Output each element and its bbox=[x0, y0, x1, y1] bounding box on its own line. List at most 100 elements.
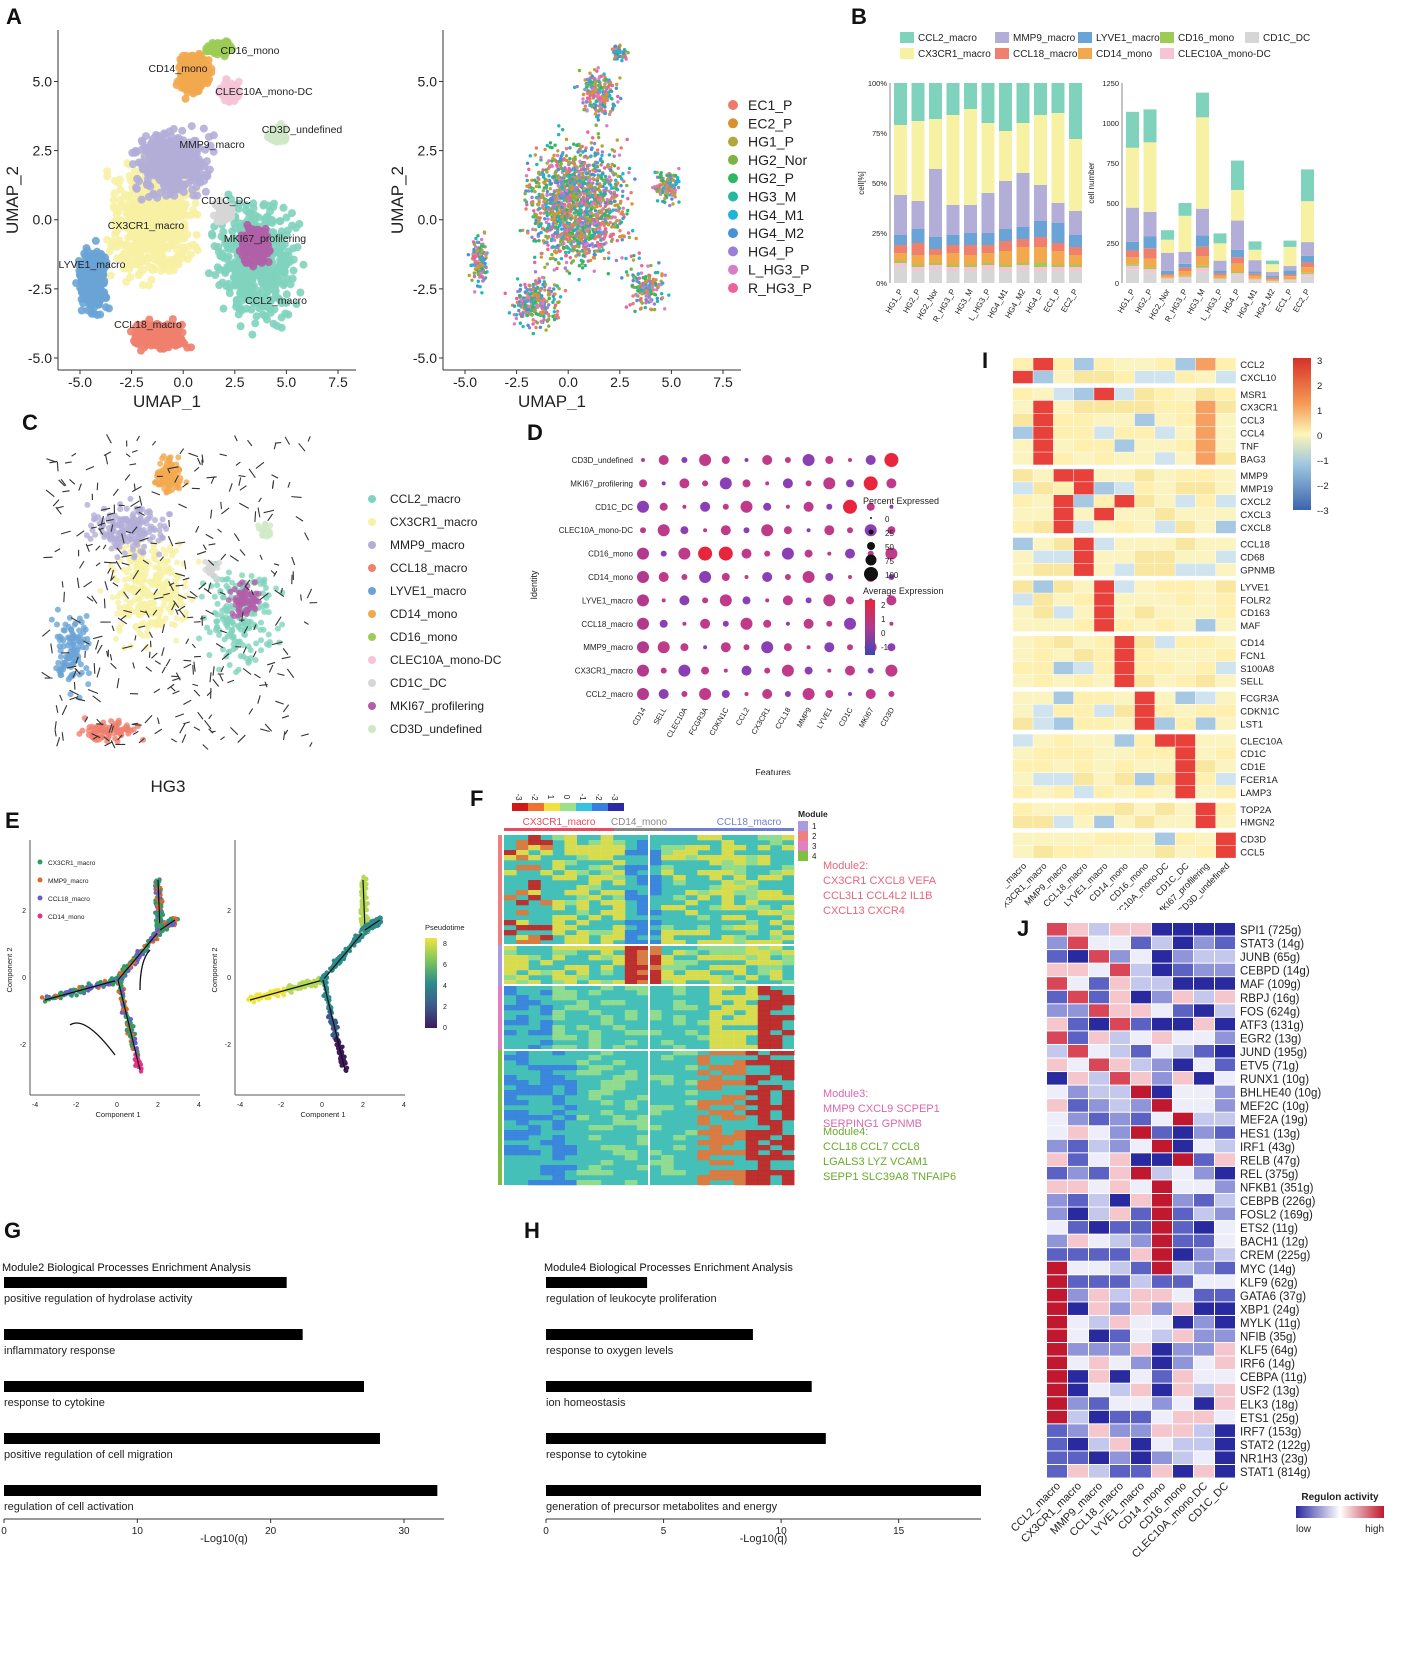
umap-sample-point bbox=[620, 256, 624, 260]
umap-point bbox=[142, 179, 151, 188]
umap-sample-point bbox=[585, 108, 589, 112]
umap-point bbox=[238, 296, 247, 305]
umap-sample-point bbox=[606, 256, 611, 260]
umap-sample-point bbox=[604, 77, 609, 82]
umap-sample-point bbox=[564, 179, 569, 184]
umap-point bbox=[79, 273, 88, 282]
umap-point bbox=[282, 290, 291, 299]
umap-sample-point bbox=[532, 260, 537, 265]
umap-sample-point bbox=[586, 247, 591, 251]
umap-sample-point bbox=[544, 183, 549, 188]
umap-sample-point bbox=[539, 251, 544, 256]
umap-sample-point bbox=[557, 234, 562, 238]
umap-sample-point bbox=[595, 182, 599, 186]
umap-sample-point bbox=[623, 55, 628, 60]
umap-sample-point bbox=[566, 246, 570, 250]
umap-sample-point bbox=[594, 249, 598, 253]
x-axis-label: UMAP_1 bbox=[133, 392, 201, 410]
umap-sample-point bbox=[573, 217, 577, 221]
umap-point bbox=[222, 75, 231, 84]
umap-point bbox=[144, 281, 153, 290]
umap-sample-point bbox=[619, 146, 623, 150]
umap-point bbox=[252, 312, 261, 321]
umap-sample-point bbox=[553, 143, 557, 147]
umap-sample-point bbox=[612, 199, 617, 204]
umap-sample-point bbox=[588, 100, 592, 104]
umap-sample-point bbox=[543, 217, 547, 221]
umap-point bbox=[270, 287, 279, 296]
umap-sample-point bbox=[567, 250, 571, 254]
umap-point bbox=[261, 224, 270, 233]
umap-sample-point bbox=[616, 174, 620, 178]
umap-sample-point bbox=[664, 185, 668, 190]
umap-sample-point bbox=[548, 141, 553, 145]
umap-sample-point bbox=[663, 189, 668, 193]
umap-sample-point bbox=[545, 161, 549, 165]
umap-sample-point bbox=[573, 157, 577, 161]
umap-sample-point bbox=[607, 153, 612, 157]
umap-sample-point bbox=[555, 153, 560, 158]
cluster-label: LYVE1_macro bbox=[59, 259, 126, 271]
y-tick-label: 2.5 bbox=[33, 143, 53, 159]
umap-sample-point bbox=[583, 104, 588, 108]
panel-letter-d: D bbox=[527, 420, 543, 445]
umap-point bbox=[137, 145, 146, 154]
umap-point bbox=[282, 213, 291, 222]
umap-sample-point bbox=[550, 225, 555, 230]
cluster-label: CCL18_macro bbox=[114, 319, 182, 331]
umap-point bbox=[234, 204, 243, 213]
umap-sample-point bbox=[582, 234, 586, 239]
umap-point bbox=[219, 304, 228, 313]
umap-sample-point bbox=[565, 208, 569, 212]
umap-sample-point bbox=[627, 166, 632, 171]
umap-point bbox=[173, 204, 182, 213]
umap-sample-point bbox=[597, 76, 601, 81]
umap-point bbox=[196, 82, 205, 91]
umap-sample-point bbox=[574, 232, 579, 237]
umap-sample-point bbox=[523, 191, 527, 196]
umap-point bbox=[211, 271, 220, 280]
umap-sample-point bbox=[521, 324, 525, 329]
umap-sample-point bbox=[578, 234, 583, 238]
umap-sample-point bbox=[627, 170, 631, 175]
umap-sample-point bbox=[600, 160, 605, 164]
umap-sample-point bbox=[551, 156, 555, 161]
umap-sample-point bbox=[622, 48, 627, 52]
umap-sample-point bbox=[621, 206, 625, 210]
umap-sample-point bbox=[613, 215, 617, 219]
umap-point bbox=[127, 246, 136, 255]
umap-point bbox=[224, 190, 233, 199]
y-tick-label: -5.0 bbox=[28, 350, 52, 366]
umap-sample-point bbox=[544, 328, 548, 332]
umap-sample-point bbox=[626, 196, 630, 201]
umap-sample-point bbox=[563, 288, 568, 293]
umap-point bbox=[189, 137, 198, 146]
umap-sample-point bbox=[599, 157, 603, 161]
umap-point bbox=[145, 227, 154, 236]
umap-sample-point bbox=[616, 205, 621, 209]
umap-sample-point bbox=[557, 159, 561, 164]
umap-sample-point bbox=[552, 196, 556, 200]
umap-sample-point bbox=[617, 50, 622, 54]
umap-sample-point bbox=[581, 97, 585, 101]
umap-sample-point bbox=[568, 233, 572, 237]
umap-point bbox=[172, 174, 181, 183]
y-axis-label: UMAP_2 bbox=[3, 166, 22, 234]
umap-sample-point bbox=[584, 87, 588, 92]
umap-point bbox=[247, 305, 256, 314]
umap-point bbox=[228, 245, 237, 254]
umap-point bbox=[109, 196, 118, 205]
umap-sample-point bbox=[590, 242, 594, 246]
umap-sample-point bbox=[561, 194, 565, 198]
umap-sample-point bbox=[609, 183, 613, 187]
umap-sample-point bbox=[603, 105, 607, 109]
umap-point bbox=[160, 129, 169, 138]
umap-point bbox=[140, 343, 149, 352]
umap-point bbox=[245, 258, 254, 267]
umap-point bbox=[188, 84, 197, 93]
umap-sample-point bbox=[615, 238, 620, 243]
umap-sample-point bbox=[568, 198, 573, 202]
umap-sample-point bbox=[606, 216, 611, 220]
umap-sample-point bbox=[559, 190, 563, 194]
umap-sample-point bbox=[535, 162, 539, 167]
